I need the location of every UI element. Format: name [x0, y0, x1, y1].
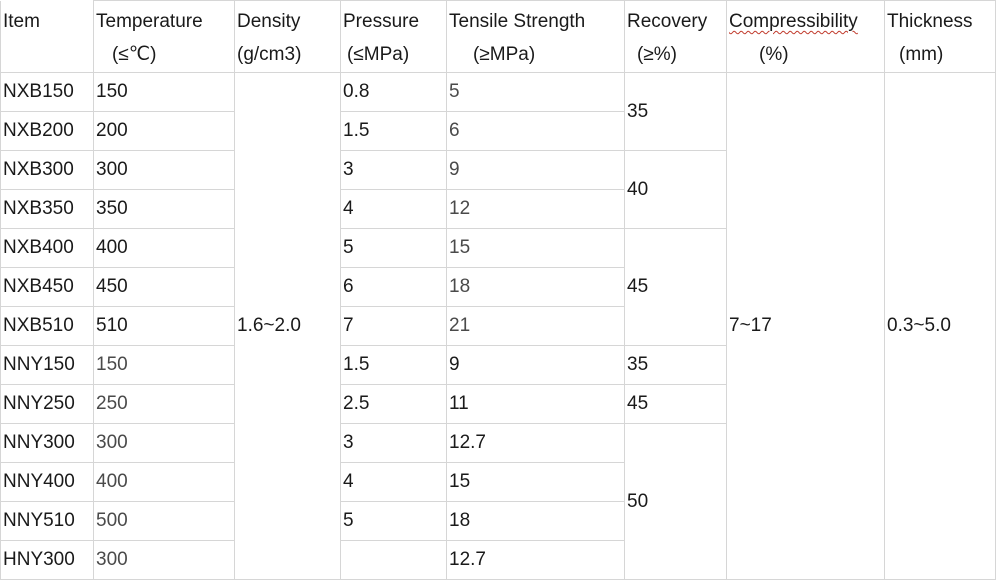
cell-tensile: 11	[446, 384, 625, 424]
cell-pressure: 6	[340, 267, 447, 307]
header-tensile-strength: Tensile Strength (≥MPa)	[446, 0, 625, 73]
cell-tensile: 12.7	[446, 540, 625, 580]
cell-item: NNY510	[0, 501, 94, 541]
cell-temperature: 200	[93, 111, 235, 151]
cell-recovery: 35	[624, 345, 727, 385]
cell-temperature: 300	[93, 150, 235, 190]
cell-temperature: 510	[93, 306, 235, 346]
header-temperature: Temperature (≤℃)	[93, 0, 235, 73]
cell-item: NXB400	[0, 228, 94, 268]
cell-item: NNY150	[0, 345, 94, 385]
cell-tensile: 18	[446, 501, 625, 541]
cell-pressure: 2.5	[340, 384, 447, 424]
cell-item: NXB350	[0, 189, 94, 229]
cell-recovery: 45	[624, 384, 727, 424]
cell-tensile: 12.7	[446, 423, 625, 463]
cell-tensile: 15	[446, 462, 625, 502]
table-row: NNY400 400 4 15	[0, 462, 996, 502]
cell-item: NXB150	[0, 72, 94, 112]
cell-pressure: 5	[340, 228, 447, 268]
header-row: Item Temperature (≤℃) Density (g/cm3) Pres…	[0, 0, 996, 73]
cell-tensile: 9	[446, 150, 625, 190]
cell-pressure: 7	[340, 306, 447, 346]
table-row: NNY250 250 2.5 11 45	[0, 384, 996, 424]
cell-pressure: 5	[340, 501, 447, 541]
cell-pressure: 1.5	[340, 111, 447, 151]
cell-tensile: 6	[446, 111, 625, 151]
table-row: NXB450 450 6 18	[0, 267, 996, 307]
cell-tensile: 9	[446, 345, 625, 385]
cell-item: NNY400	[0, 462, 94, 502]
table-row: NNY510 500 5 18	[0, 501, 996, 541]
cell-pressure: 0.8	[340, 72, 447, 112]
cell-item: NNY300	[0, 423, 94, 463]
cell-temperature: 250	[93, 384, 235, 424]
cell-item: NNY250	[0, 384, 94, 424]
cell-recovery: 50	[624, 423, 727, 580]
header-pressure: Pressure (≤MPa)	[340, 0, 447, 73]
table-row: NXB200 200 1.5 6	[0, 111, 996, 151]
table-row: NXB300 300 3 9 40	[0, 150, 996, 229]
cell-pressure: 1.5	[340, 345, 447, 385]
cell-tensile: 21	[446, 306, 625, 346]
cell-temperature: 300	[93, 423, 235, 463]
table-row: HNY300 300 12.7	[0, 540, 996, 580]
table-row: NXB350 350 4 12	[0, 189, 996, 229]
cell-temperature: 400	[93, 228, 235, 268]
cell-temperature: 300	[93, 540, 235, 580]
table-row: NXB400 400 5 15 45	[0, 228, 996, 346]
cell-pressure: 3	[340, 150, 447, 190]
cell-density: 1.6~2.0	[234, 72, 341, 580]
header-thickness: Thickness (mm)	[884, 0, 996, 73]
cell-recovery: 35	[624, 72, 727, 151]
cell-temperature: 500	[93, 501, 235, 541]
cell-temperature: 150	[93, 72, 235, 112]
header-density: Density (g/cm3)	[234, 0, 341, 73]
cell-tensile: 15	[446, 228, 625, 268]
cell-temperature: 350	[93, 189, 235, 229]
cell-pressure: 4	[340, 462, 447, 502]
cell-temperature: 450	[93, 267, 235, 307]
cell-item: NXB300	[0, 150, 94, 190]
cell-item: NXB200	[0, 111, 94, 151]
cell-item: NXB510	[0, 306, 94, 346]
cell-tensile: 5	[446, 72, 625, 112]
table-row: NXB150 150 1.6~2.0 0.8 5 35 7~17 0.3~5.0	[0, 72, 996, 580]
cell-pressure: 3	[340, 423, 447, 463]
cell-recovery: 45	[624, 228, 727, 346]
cell-compressibility: 7~17	[726, 72, 885, 580]
table-row: NNY300 300 3 12.7 50	[0, 423, 996, 580]
cell-item: HNY300	[0, 540, 94, 580]
cell-recovery: 40	[624, 150, 727, 229]
cell-tensile: 18	[446, 267, 625, 307]
header-item: Item	[0, 0, 94, 73]
cell-item: NXB450	[0, 267, 94, 307]
cell-tensile: 12	[446, 189, 625, 229]
cell-temperature: 400	[93, 462, 235, 502]
cell-temperature: 150	[93, 345, 235, 385]
header-compressibility: Compressibility (%)	[726, 0, 885, 73]
table-row: NXB510 510 7 21	[0, 306, 996, 346]
cell-pressure	[340, 540, 447, 580]
header-recovery: Recovery (≥%)	[624, 0, 727, 73]
cell-pressure: 4	[340, 189, 447, 229]
cell-thickness: 0.3~5.0	[884, 72, 996, 580]
table-row: NNY150 150 1.5 9 35	[0, 345, 996, 385]
